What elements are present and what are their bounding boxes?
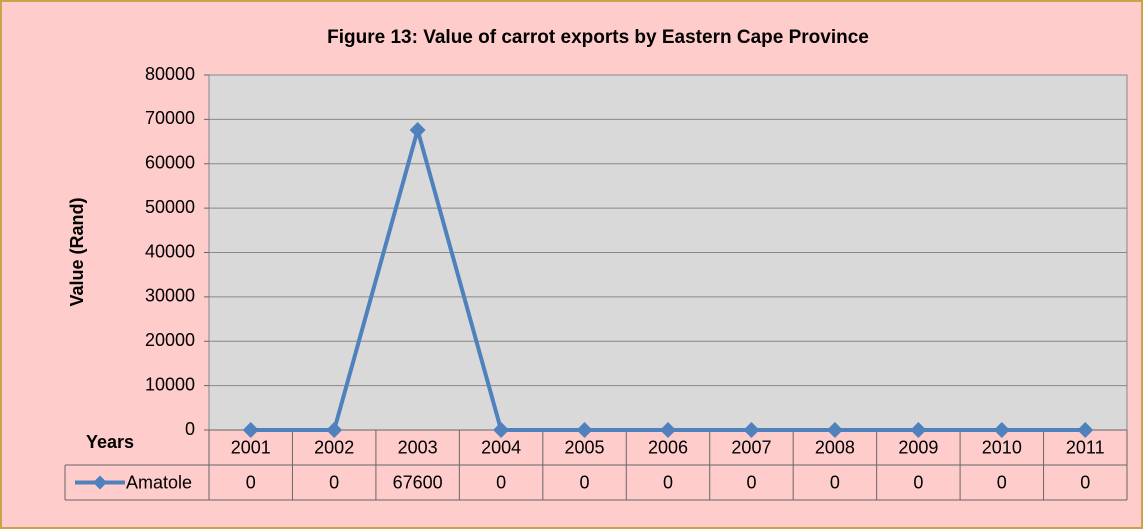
x-tick-label: 2011 xyxy=(1066,437,1105,457)
table-value: 0 xyxy=(496,472,506,492)
marker xyxy=(1077,422,1094,438)
y-tick-label: 70000 xyxy=(145,108,195,128)
marker xyxy=(993,422,1010,438)
y-tick-label: 60000 xyxy=(145,153,195,173)
table-value: 0 xyxy=(663,472,673,492)
y-tick-label: 50000 xyxy=(145,197,195,217)
x-tick-label: 2001 xyxy=(231,437,271,457)
marker xyxy=(409,122,426,139)
table-value: 0 xyxy=(329,472,339,492)
table-value: 0 xyxy=(830,472,840,492)
chart-title: Figure 13: Value of carrot exports by Ea… xyxy=(327,27,869,48)
marker xyxy=(660,422,676,438)
legend-label: Amatole xyxy=(126,472,192,492)
marker xyxy=(326,422,343,438)
x-tick-label: 2004 xyxy=(481,437,521,457)
x-tick-label: 2006 xyxy=(648,437,688,457)
x-tick-label: 2009 xyxy=(898,437,938,457)
x-tick-label: 2010 xyxy=(982,437,1022,457)
x-tick-label: 2003 xyxy=(398,437,438,457)
y-axis-label: Value (Rand) xyxy=(67,197,87,306)
table-value: 67600 xyxy=(393,472,443,492)
marker xyxy=(576,422,593,438)
y-tick-label: 30000 xyxy=(145,286,195,306)
table-value: 0 xyxy=(997,472,1007,492)
table-value: 0 xyxy=(1080,472,1090,492)
marker xyxy=(910,422,927,438)
marker xyxy=(826,422,843,438)
y-tick-label: 80000 xyxy=(145,64,195,84)
x-tick-label: 2002 xyxy=(314,437,354,457)
y-tick-label: 20000 xyxy=(145,330,195,350)
x-tick-label: 2007 xyxy=(731,437,771,457)
marker xyxy=(493,422,510,438)
y-tick-label: 0 xyxy=(185,419,195,439)
marker xyxy=(242,422,259,438)
table-value: 0 xyxy=(746,472,756,492)
x-tick-label: 2005 xyxy=(565,437,605,457)
x-tick-label: 2008 xyxy=(815,437,855,457)
table-value: 0 xyxy=(246,472,256,492)
y-tick-label: 40000 xyxy=(145,241,195,261)
legend-marker xyxy=(93,475,107,490)
y-tick-label: 10000 xyxy=(145,374,195,394)
x-axis-label: Years xyxy=(86,432,134,452)
table-value: 0 xyxy=(580,472,590,492)
table-value: 0 xyxy=(913,472,923,492)
marker xyxy=(743,422,760,438)
